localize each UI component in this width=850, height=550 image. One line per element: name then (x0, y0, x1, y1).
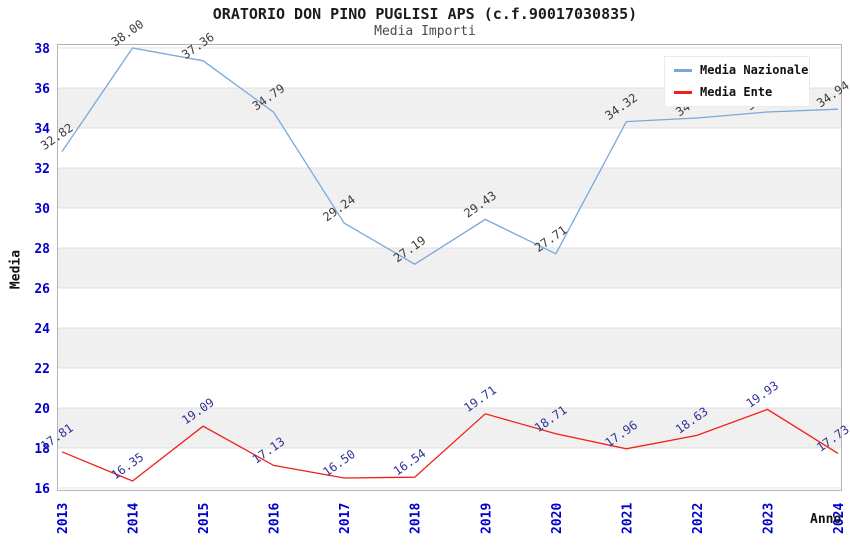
series-line-media-ente (61, 408, 839, 482)
x-tick-label: 2014 (127, 503, 142, 534)
plot-band (57, 128, 842, 168)
plot-band (57, 408, 842, 448)
plot-band (57, 208, 842, 248)
x-tick-label: 2017 (338, 503, 353, 534)
legend-line-swatch-blue (674, 68, 692, 72)
y-tick-label: 22 (34, 362, 50, 377)
y-tick-label: 36 (34, 82, 50, 97)
plot-band (57, 368, 842, 408)
plot-band (57, 448, 842, 488)
y-tick-label: 38 (34, 42, 50, 57)
plot-band (57, 248, 842, 288)
y-tick-label: 16 (34, 482, 50, 497)
legend-line-swatch-red (674, 90, 692, 94)
x-tick-label: 2023 (761, 503, 776, 534)
x-tick-label: 2018 (409, 503, 424, 534)
plot-band (57, 168, 842, 208)
y-tick-label: 28 (34, 242, 50, 257)
chart-title: ORATORIO DON PINO PUGLISI APS (c.f.90017… (212, 5, 638, 23)
x-tick-label: 2022 (691, 503, 706, 534)
legend-item-media-ente: Media Ente (674, 85, 800, 99)
y-tick-label: 24 (34, 322, 50, 337)
legend-item-media-nazionale: Media Nazionale (674, 63, 808, 77)
x-tick-label: 2013 (56, 503, 71, 534)
y-tick-label: 26 (34, 282, 50, 297)
y-tick-label: 18 (34, 442, 50, 457)
legend-label-media-nazionale: Media Nazionale (700, 63, 809, 77)
y-axis-title: Media (8, 249, 24, 290)
x-tick-label: 2024 (832, 503, 847, 534)
x-tick-label: 2019 (479, 503, 494, 534)
y-tick-label: 32 (34, 162, 50, 177)
x-tick-label: 2016 (268, 503, 283, 534)
x-axis-title: Anno (810, 512, 842, 527)
plot-band (57, 288, 842, 328)
x-tick-label: 2015 (197, 503, 212, 534)
chart-subtitle: Media Importi (374, 24, 476, 39)
legend-label-media-ente: Media Ente (700, 85, 773, 99)
x-tick-label: 2021 (620, 503, 635, 534)
plot-border (57, 44, 842, 491)
series-line-media-nazionale (61, 47, 839, 265)
y-tick-label: 20 (34, 402, 50, 417)
y-tick-label: 30 (34, 202, 50, 217)
legend: Media Nazionale Media Ente (664, 56, 810, 107)
plot-band (57, 328, 842, 368)
y-tick-label: 34 (34, 122, 50, 137)
x-tick-label: 2020 (550, 503, 565, 534)
